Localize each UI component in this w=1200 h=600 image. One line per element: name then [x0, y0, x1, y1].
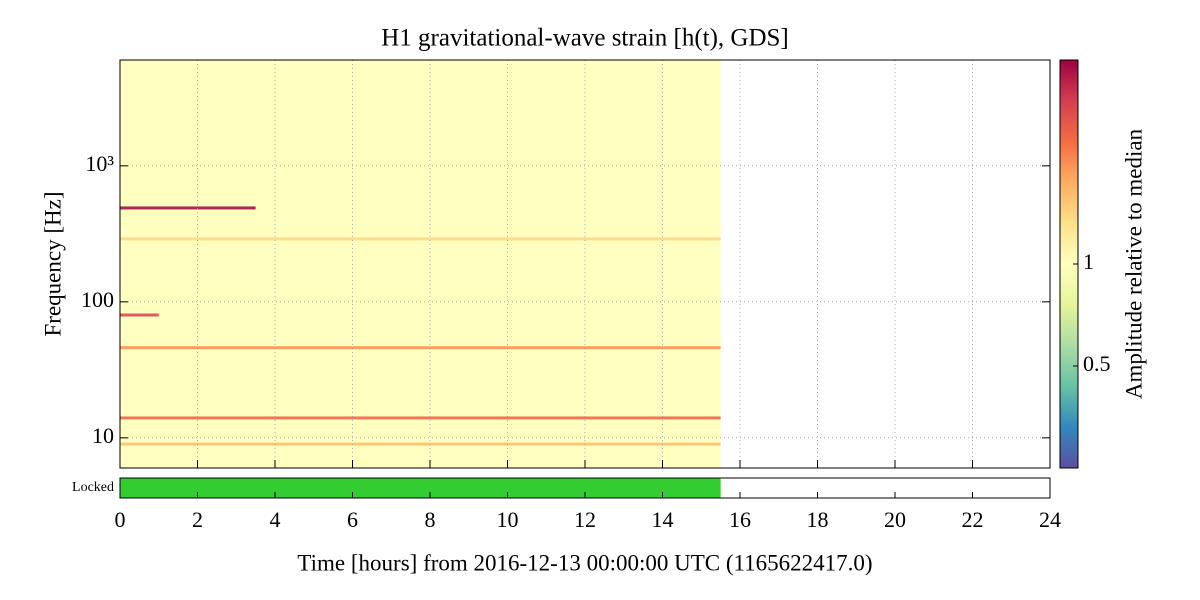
spectral-line: [120, 313, 159, 317]
x-tick-label: 22: [962, 507, 984, 532]
x-tick-label: 14: [652, 507, 674, 532]
x-tick-label: 6: [347, 507, 358, 532]
x-tick-label: 4: [270, 507, 281, 532]
spectral-line: [120, 442, 721, 446]
state-label: Locked: [72, 480, 114, 495]
x-tick-label: 10: [497, 507, 519, 532]
x-tick-label: 16: [729, 507, 751, 532]
y-tick-label: 100: [81, 287, 114, 312]
y-axis-label: Frequency [Hz]: [40, 192, 65, 337]
spectral-line: [120, 346, 721, 350]
spectrogram-area: [120, 60, 721, 468]
y-tick-label: 10³: [85, 151, 114, 176]
x-tick-label: 12: [574, 507, 596, 532]
x-tick-label: 0: [115, 507, 126, 532]
spectral-line: [120, 206, 256, 210]
colorbar-label: Amplitude relative to median: [1121, 128, 1146, 399]
state-segment: [120, 478, 721, 498]
spectral-line: [120, 416, 721, 420]
x-tick-label: 2: [192, 507, 203, 532]
y-tick-label: 10: [92, 423, 114, 448]
x-tick-label: 18: [807, 507, 829, 532]
x-tick-label: 24: [1039, 507, 1061, 532]
chart-title: H1 gravitational-wave strain [h(t), GDS]: [381, 25, 789, 52]
x-axis-label: Time [hours] from 2016-12-13 00:00:00 UT…: [297, 550, 872, 575]
colorbar-tick-label: 0.5: [1083, 351, 1111, 376]
x-tick-label: 8: [425, 507, 436, 532]
spectral-line: [120, 237, 721, 241]
colorbar-tick-label: 1: [1083, 249, 1094, 274]
x-tick-label: 20: [884, 507, 906, 532]
